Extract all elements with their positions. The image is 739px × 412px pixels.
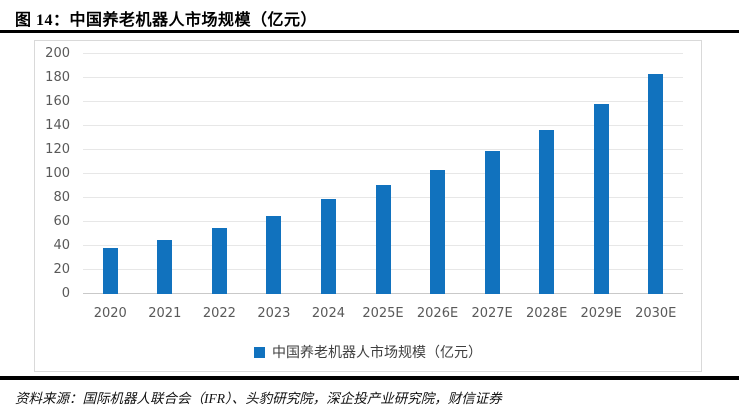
y-tick-label: 20 — [53, 262, 70, 277]
x-tick-label: 2028E — [525, 306, 568, 321]
source-divider — [0, 376, 739, 380]
bar-slot — [192, 54, 247, 294]
x-axis-labels: 2020 2021 2022 2023 2024 2025E 2026E 2027E 2028E… — [83, 306, 683, 321]
bar-slot — [301, 54, 356, 294]
bar-slot — [356, 54, 411, 294]
y-axis-labels: 0 20 40 60 80 100 120 140 160 180 200 — [35, 46, 79, 301]
x-tick-label: 2024 — [311, 306, 345, 321]
y-tick-label: 160 — [45, 94, 70, 109]
x-tick-label: 2029E — [580, 306, 622, 321]
y-tick-label: 0 — [61, 286, 70, 301]
x-tick-label: 2030E — [635, 306, 677, 321]
bar-slot — [574, 54, 629, 294]
chart-plot — [83, 53, 683, 294]
y-tick-label: 120 — [45, 142, 70, 157]
bar-2025E — [375, 184, 391, 294]
legend: 中国养老机器人市场规模（亿元） — [35, 342, 701, 362]
bar-2020 — [102, 248, 118, 294]
legend-square-icon — [254, 346, 265, 358]
bar-2023 — [266, 216, 282, 294]
bars-row — [83, 54, 683, 294]
y-tick-label: 40 — [53, 238, 70, 253]
y-tick-label: 180 — [45, 70, 70, 85]
figure-title: 图 14：中国养老机器人市场规模（亿元） — [15, 12, 318, 29]
bar-slot — [247, 54, 302, 294]
bar-2022 — [211, 228, 227, 294]
bar-2029E — [593, 104, 609, 294]
x-tick-label: 2026E — [416, 306, 459, 321]
x-tick-label: 2022 — [202, 306, 236, 321]
y-tick-label: 80 — [53, 190, 70, 205]
y-tick-label: 60 — [53, 214, 70, 229]
bar-2024 — [320, 199, 336, 294]
bar-2021 — [157, 240, 173, 294]
bar-slot — [628, 54, 683, 294]
y-tick-label: 140 — [45, 118, 70, 133]
x-tick-label: 2025E — [362, 306, 404, 321]
gridline — [83, 149, 683, 150]
x-tick-label: 2023 — [257, 306, 291, 321]
source-note: 资料来源：国际机器人联合会（IFR）、头豹研究院，深企投产业研究院，财信证券 — [15, 391, 502, 406]
x-tick-label: 2027E — [471, 306, 513, 321]
bar-slot — [410, 54, 465, 294]
gridline — [83, 173, 683, 174]
x-tick-label: 2020 — [93, 306, 127, 321]
bar-2030E — [648, 74, 664, 294]
gridline — [83, 53, 683, 54]
bar-2028E — [539, 129, 555, 294]
bar-2027E — [484, 151, 500, 294]
bar-slot — [519, 54, 574, 294]
gridline — [83, 101, 683, 102]
title-divider — [0, 30, 739, 33]
x-tick-label: 2021 — [148, 306, 182, 321]
gridline — [83, 77, 683, 78]
legend-label: 中国养老机器人市场规模（亿元） — [272, 345, 482, 361]
bar-slot — [138, 54, 193, 294]
y-tick-label: 200 — [45, 46, 70, 61]
y-tick-label: 100 — [45, 166, 70, 181]
gridline — [83, 125, 683, 126]
bar-slot — [465, 54, 520, 294]
chart-card: 0 20 40 60 80 100 120 140 160 180 200 2020 2021 2022… — [34, 40, 702, 372]
bar-slot — [83, 54, 138, 294]
bar-2026E — [430, 170, 446, 294]
